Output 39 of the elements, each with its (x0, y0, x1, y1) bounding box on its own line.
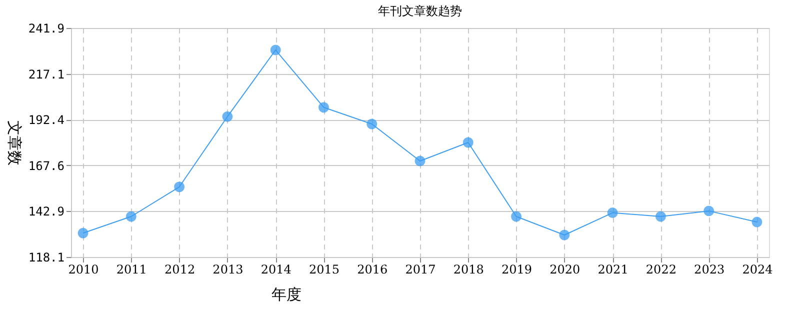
point (270, 44, 281, 56)
point (366, 118, 378, 130)
y-tick-label: 167.6 (28, 158, 64, 173)
y-tick-label: 118.1 (28, 250, 64, 264)
point (78, 228, 88, 238)
point (607, 208, 618, 218)
point (462, 137, 474, 148)
point (126, 211, 136, 222)
x-tick-label: 2015 (308, 262, 340, 276)
point (511, 211, 522, 222)
y-tick-label: 241.9 (28, 22, 64, 36)
point (704, 206, 714, 216)
point (655, 211, 666, 222)
y-tick-label: 142.9 (28, 204, 64, 219)
x-tick-label: 2023 (694, 262, 725, 276)
x-axis-title: 年度 (272, 286, 302, 304)
x-tick-label: 2018 (453, 262, 484, 276)
x-tick-label: 2010 (68, 262, 99, 276)
point (174, 182, 185, 192)
point (559, 230, 570, 240)
x-tick-label: 2020 (550, 262, 580, 276)
x-tick-label: 2024 (742, 262, 774, 276)
x-tick-label: 2011 (116, 262, 147, 276)
point (222, 111, 233, 122)
x-tick-label: 2019 (502, 262, 532, 276)
point (318, 102, 329, 113)
point (752, 216, 762, 228)
x-tick-label: 2013 (212, 262, 244, 276)
y-tick-label: 192.4 (28, 113, 64, 128)
chart-title: 年刊文章数趋势 (378, 4, 462, 18)
point (414, 156, 426, 166)
x-tick-label: 2014 (260, 262, 292, 276)
y-axis-title: 文章数 (5, 120, 24, 166)
x-tick-label: 2022 (646, 262, 676, 276)
y-tick-label: 217.1 (28, 67, 64, 82)
x-tick-label: 2021 (598, 262, 628, 276)
x-tick-label: 2016 (357, 262, 388, 276)
x-tick-label: 2012 (164, 262, 196, 276)
x-tick-label: 2017 (405, 262, 436, 276)
